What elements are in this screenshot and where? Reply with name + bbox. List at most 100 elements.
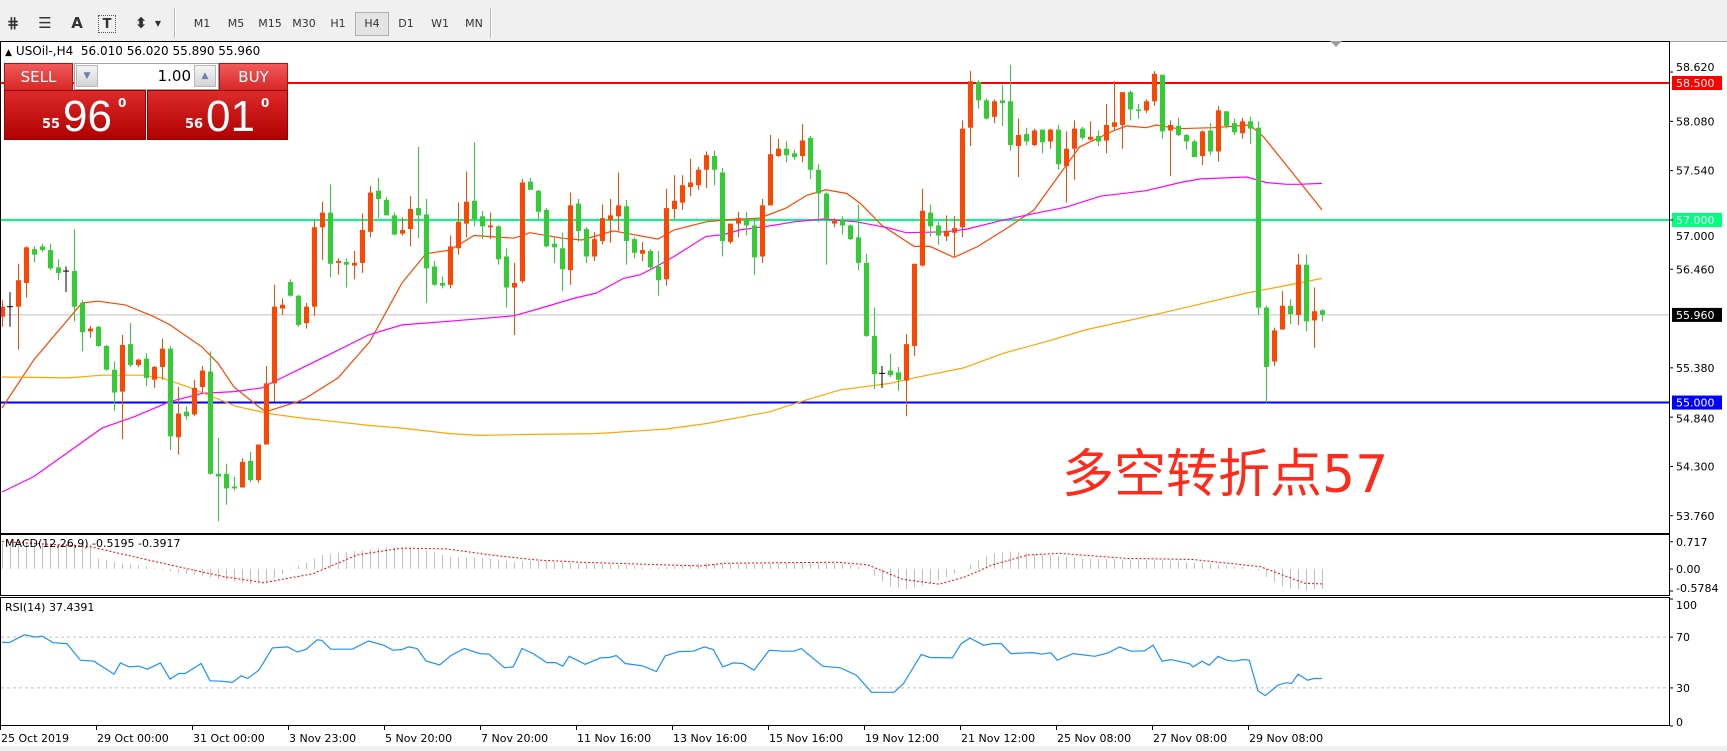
candle (312, 219, 317, 316)
candle-body (952, 228, 957, 233)
candle-body (1256, 127, 1261, 308)
candle (864, 253, 869, 337)
candle (696, 166, 701, 190)
buy-price-box[interactable]: 56 01 0 (147, 90, 288, 141)
candle-body (584, 229, 589, 257)
time-axis-label: 7 Nov 20:00 (481, 732, 548, 745)
buy-price-prefix: 56 (185, 117, 204, 132)
timeframe-m5[interactable]: M5 (227, 17, 245, 30)
macd-axis-label: 0.717 (1676, 536, 1708, 549)
candle-body (840, 219, 845, 226)
candle (112, 361, 117, 411)
price-axis-label: 56.460 (1676, 263, 1715, 276)
candle-body (552, 243, 557, 248)
collapse-triangle-icon[interactable]: ▲ (5, 48, 12, 58)
timeframe-w1[interactable]: W1 (431, 17, 449, 30)
candle (1320, 309, 1325, 322)
candle (224, 463, 229, 505)
candle (264, 366, 269, 445)
candle-body (1288, 305, 1293, 314)
price-level-tag-label: 58.500 (1676, 77, 1715, 90)
candle (192, 379, 197, 417)
candle (816, 164, 821, 222)
timeframe-mn[interactable]: MN (465, 17, 483, 30)
sell-button[interactable]: SELL (4, 63, 73, 91)
candle-body (1056, 129, 1061, 165)
dropdown-arrow-icon[interactable]: ▼ (154, 18, 162, 28)
lot-decrease-button[interactable]: ▼ (76, 65, 98, 87)
candle-body (328, 212, 333, 264)
candle (776, 138, 781, 157)
candle-body (1120, 92, 1125, 125)
text-label-icon[interactable]: T (98, 15, 116, 33)
candle-body (384, 199, 389, 216)
grid-f-icon[interactable]: ☰ (38, 14, 52, 32)
text-icon[interactable]: A (71, 14, 83, 32)
timeframe-m1[interactable]: M1 (193, 17, 211, 30)
candle-body (792, 153, 797, 157)
candle-body (512, 282, 517, 288)
price-level-tag (1672, 395, 1722, 410)
candle (472, 142, 477, 227)
time-axis-label: 25 Oct 2019 (1, 732, 69, 745)
candle-body (288, 282, 293, 296)
timeframe-m15[interactable]: M15 (258, 17, 282, 30)
buy-price-main: 01 (206, 92, 255, 141)
chart-annotation-text[interactable]: 多空转折点57 (1062, 445, 1389, 505)
timeframe-h4[interactable]: H4 (355, 12, 389, 36)
timeframe-d1[interactable]: D1 (398, 17, 414, 30)
candle (104, 345, 109, 371)
price-axis-label: 53.760 (1676, 510, 1715, 523)
candle-body (280, 304, 285, 309)
candle-body (600, 218, 605, 241)
lot-size-input[interactable]: 1.00 (157, 67, 191, 85)
timeframe-h1[interactable]: H1 (330, 17, 346, 30)
candle (424, 198, 429, 304)
arrows-icon[interactable]: ⬍ (134, 14, 148, 32)
candle-body (632, 239, 637, 253)
candle (1176, 117, 1181, 136)
candle (480, 210, 485, 240)
candle-body (1040, 129, 1045, 143)
candle (16, 263, 21, 350)
candle-body (624, 206, 629, 241)
candle-body (1200, 131, 1205, 157)
candle (704, 151, 709, 188)
candle-body (208, 371, 213, 474)
candle (904, 334, 909, 417)
chart-shift-marker[interactable] (1330, 41, 1342, 47)
candle (1216, 105, 1221, 162)
candle-body (520, 182, 525, 282)
candle (584, 227, 589, 263)
candle (792, 149, 797, 160)
candle (608, 198, 613, 243)
candle (152, 366, 157, 388)
candle-body (464, 201, 469, 224)
candle (984, 98, 989, 120)
candle-body (912, 263, 917, 346)
candle-body (152, 366, 157, 380)
lot-size-field: ▼ 1.00 ▲ (74, 63, 219, 90)
candle (280, 298, 285, 315)
candle (200, 366, 205, 394)
candle-body (1136, 109, 1141, 111)
candle (1152, 71, 1157, 106)
timeframe-m30[interactable]: M30 (292, 17, 316, 30)
candle-body (1296, 264, 1301, 315)
candle (272, 284, 277, 402)
candle-body (1112, 122, 1117, 127)
price-axis-label: 57.000 (1676, 230, 1715, 243)
candle (456, 202, 461, 255)
buy-button[interactable]: BUY (219, 63, 288, 91)
candle (656, 250, 661, 296)
price-level-tag (1672, 76, 1722, 90)
candle-body (488, 225, 493, 228)
lot-increase-button[interactable]: ▲ (194, 65, 216, 87)
grid-e-icon[interactable]: ⋕ (6, 14, 20, 32)
candle (744, 211, 749, 236)
candle (848, 224, 853, 241)
candle (400, 217, 405, 236)
candle-body (648, 250, 653, 268)
sell-price-box[interactable]: 55 96 0 (4, 90, 146, 141)
candle (344, 258, 349, 288)
